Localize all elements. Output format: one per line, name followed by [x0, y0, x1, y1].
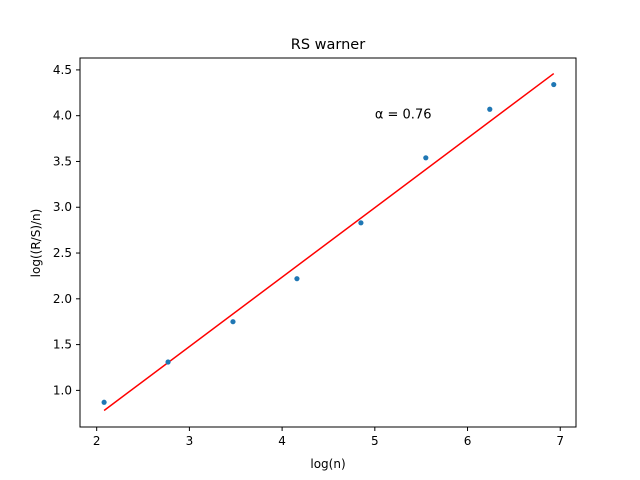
scatter-point — [101, 399, 107, 405]
scatter-point — [551, 81, 557, 88]
x-axis-label: log(n) — [310, 457, 345, 471]
y-tick-label: 1.0 — [53, 383, 72, 397]
x-tick-label: 6 — [464, 434, 472, 448]
x-tick-label: 5 — [371, 434, 379, 448]
plot-frame — [79, 57, 577, 428]
y-axis-label: log((R/S)/n) — [29, 209, 43, 278]
y-tick-label: 3.5 — [53, 154, 72, 168]
x-tick-label: 4 — [278, 434, 286, 448]
fit-line — [103, 72, 555, 412]
y-tick-label: 1.5 — [53, 338, 72, 352]
scatter-point — [487, 106, 493, 112]
scatter-point — [165, 359, 171, 365]
x-tick-label: 2 — [93, 434, 101, 448]
y-tick-label: 3.0 — [53, 200, 72, 214]
y-tick-label: 2.5 — [53, 246, 72, 260]
data-layer — [101, 72, 557, 412]
x-tick-label: 3 — [186, 434, 194, 448]
scatter-point — [358, 220, 364, 226]
y-tick-label: 4.0 — [53, 109, 72, 123]
ticks: 2 3 4 5 6 7 1.0 1.5 2.0 2.5 3.0 3.5 4.0 4.5 — [53, 63, 564, 448]
scatter-point — [230, 319, 236, 325]
chart-title: RS warner — [291, 37, 365, 53]
y-tick-label: 4.5 — [53, 63, 72, 77]
scatter-point — [294, 276, 300, 282]
annotation-alpha: α = 0.76 — [375, 108, 432, 123]
x-tick-label: 7 — [556, 434, 564, 448]
y-tick-label: 2.0 — [53, 292, 72, 306]
scatter-point — [423, 155, 429, 161]
